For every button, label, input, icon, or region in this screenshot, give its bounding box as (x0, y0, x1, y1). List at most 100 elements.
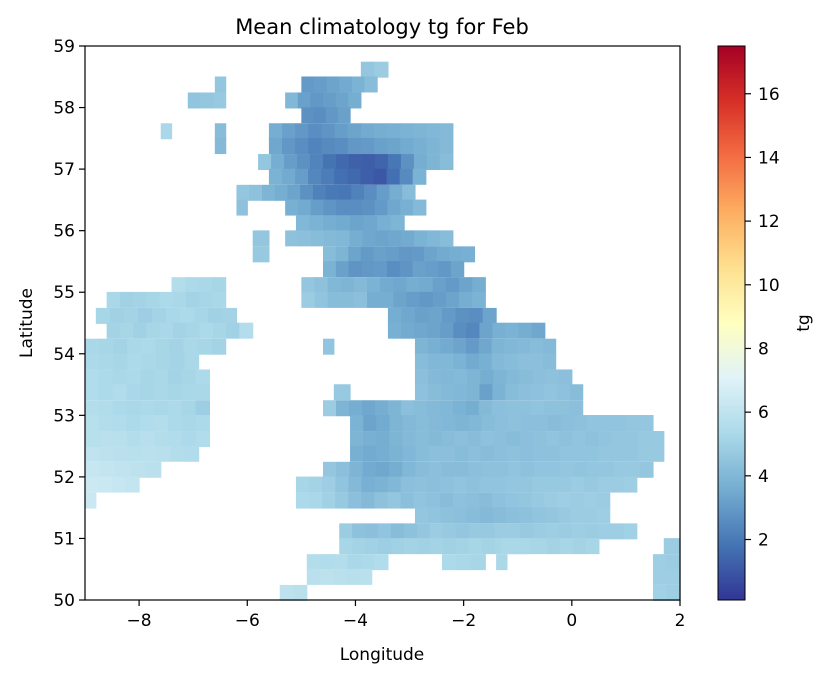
heatmap-cell (360, 554, 375, 571)
heatmap-cell (159, 322, 174, 339)
heatmap-cell (295, 138, 309, 155)
heatmap-cell (596, 507, 611, 524)
heatmap-cell (353, 291, 368, 308)
heatmap-cell (363, 415, 377, 432)
colorbar-tick-label: 6 (758, 403, 769, 423)
heatmap-cell (472, 277, 486, 294)
heatmap-cell (587, 415, 601, 432)
heatmap-cell (449, 246, 463, 263)
heatmap-cell (285, 92, 299, 109)
heatmap-cell (400, 154, 415, 171)
heatmap-cell (481, 415, 496, 432)
heatmap-cell (323, 246, 337, 263)
heatmap-cell (376, 184, 391, 201)
heatmap-cell (347, 168, 362, 185)
heatmap-cell (415, 445, 430, 462)
heatmap-cell (387, 123, 401, 140)
heatmap-cell (443, 538, 457, 555)
heatmap-cell (519, 445, 534, 462)
heatmap-cell (467, 431, 482, 448)
heatmap-cell (610, 523, 625, 540)
heatmap-cell (427, 507, 442, 524)
heatmap-cell (214, 138, 227, 155)
heatmap-cell (453, 384, 468, 401)
heatmap-cell (212, 277, 227, 294)
heatmap-cell (542, 353, 557, 370)
heatmap-cell (507, 461, 522, 478)
heatmap-cell (349, 199, 363, 216)
heatmap-cell (430, 538, 444, 555)
heatmap-cell (380, 291, 394, 308)
heatmap-cell (426, 400, 441, 417)
heatmap-cell (252, 230, 270, 247)
heatmap-cell (456, 554, 472, 571)
heatmap-cell (518, 507, 533, 524)
heatmap-cell (154, 415, 169, 432)
heatmap-cell (544, 492, 558, 509)
heatmap-cell (85, 445, 100, 462)
heatmap-cell (309, 492, 323, 509)
heatmap-cell (417, 538, 431, 555)
heatmap-cell (146, 291, 161, 308)
y-tick-label: 54 (53, 345, 75, 365)
heatmap-cell (360, 138, 375, 155)
heatmap-cell (306, 568, 321, 585)
heatmap-cell (491, 338, 506, 355)
heatmap-cell (323, 199, 337, 216)
heatmap-cell (212, 322, 227, 339)
heatmap-cell (154, 431, 169, 448)
heatmap-cell (480, 431, 495, 448)
heatmap-cell (480, 369, 494, 386)
heatmap-cell (301, 107, 315, 124)
heatmap-cell (459, 277, 473, 294)
heatmap-cell (181, 400, 197, 417)
heatmap-cell (388, 461, 403, 478)
heatmap-cell (361, 261, 375, 278)
heatmap-cell (85, 400, 100, 417)
heatmap-cell (373, 168, 388, 185)
heatmap-cell (544, 476, 559, 493)
heatmap-cell (378, 523, 392, 540)
heatmap-cell (126, 415, 141, 432)
heatmap-cell (493, 431, 508, 448)
heatmap-cell (208, 307, 223, 324)
heatmap-cell (426, 492, 441, 509)
heatmap-cell (530, 353, 544, 370)
heatmap-cell (666, 568, 681, 585)
heatmap-cell (455, 415, 470, 432)
heatmap-cell (639, 461, 654, 478)
heatmap-cell (295, 476, 310, 493)
heatmap-cell (348, 476, 363, 493)
heatmap-cell (453, 338, 467, 355)
heatmap-cell (468, 461, 482, 478)
y-axis-label: Latitude (17, 288, 37, 358)
colorbar-tick-label: 12 (758, 212, 780, 232)
heatmap-cell (155, 338, 170, 355)
heatmap-cell (323, 261, 337, 278)
heatmap-cell (517, 338, 531, 355)
heatmap-cell (542, 338, 557, 355)
heatmap-cell (170, 445, 185, 462)
heatmap-cell (374, 476, 389, 493)
heatmap-cell (569, 384, 584, 401)
heatmap-cell (113, 353, 129, 370)
heatmap-cell (518, 384, 532, 401)
colorbar-tick-label: 4 (758, 467, 769, 487)
heatmap-cell (531, 507, 546, 524)
heatmap-cell (213, 92, 227, 109)
heatmap-cell (308, 138, 323, 155)
heatmap-cell (172, 291, 187, 308)
heatmap-cell (439, 492, 454, 509)
heatmap-cell (453, 322, 467, 339)
heatmap-cell (349, 230, 364, 247)
heatmap-cell (481, 461, 496, 478)
heatmap-cell (365, 538, 379, 555)
heatmap-cell (543, 400, 558, 417)
heatmap-cell (454, 431, 469, 448)
x-axis-ticks: −8 −6 −4 −2 0 2 (127, 600, 685, 631)
heatmap-cell (482, 538, 496, 555)
heatmap-cell (334, 168, 348, 185)
heatmap-cell (413, 154, 428, 171)
heatmap-cell (106, 291, 121, 308)
heatmap-cell (281, 168, 296, 185)
